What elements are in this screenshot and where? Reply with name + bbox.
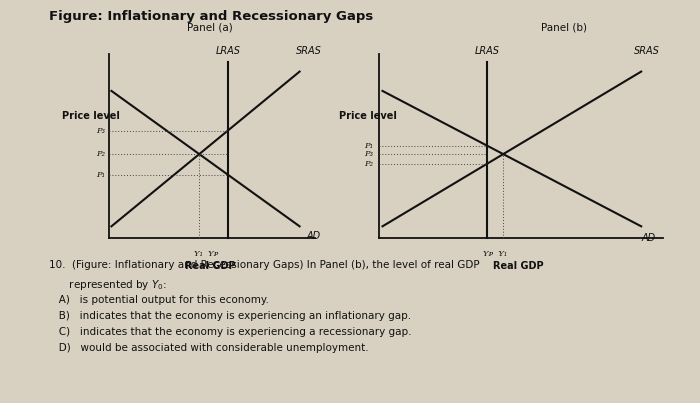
Text: C)   indicates that the economy is experiencing a recessionary gap.: C) indicates that the economy is experie… — [49, 327, 412, 337]
Text: LRAS: LRAS — [475, 46, 500, 56]
Text: Panel (b): Panel (b) — [541, 23, 587, 33]
Text: P₁: P₁ — [96, 171, 105, 179]
Text: Price level: Price level — [62, 111, 120, 121]
Text: Real GDP: Real GDP — [493, 261, 543, 271]
Text: LRAS: LRAS — [216, 46, 240, 56]
Text: SRAS: SRAS — [634, 46, 660, 56]
Text: P₂: P₂ — [364, 160, 373, 168]
Text: Figure: Inflationary and Recessionary Gaps: Figure: Inflationary and Recessionary Ga… — [49, 10, 373, 23]
Text: P₂: P₂ — [96, 150, 105, 158]
Text: B)   indicates that the economy is experiencing an inflationary gap.: B) indicates that the economy is experie… — [49, 311, 411, 321]
Text: Yᴘ  Y₁: Yᴘ Y₁ — [483, 249, 507, 258]
Text: SRAS: SRAS — [295, 46, 321, 56]
Text: AD: AD — [307, 231, 321, 241]
Text: 10.  (Figure: Inflationary and Recessionary Gaps) In Panel (b), the level of rea: 10. (Figure: Inflationary and Recessiona… — [49, 260, 480, 270]
Text: Panel (a): Panel (a) — [187, 23, 233, 33]
Text: P₁: P₁ — [364, 142, 373, 150]
Text: D)   would be associated with considerable unemployment.: D) would be associated with considerable… — [49, 343, 369, 353]
Text: AD: AD — [641, 233, 655, 243]
Text: Y₁  Yᴘ: Y₁ Yᴘ — [194, 249, 218, 258]
Text: Price level: Price level — [340, 111, 397, 121]
Text: P₃: P₃ — [96, 127, 105, 135]
Text: represented by $\it{Y_0}$:: represented by $\it{Y_0}$: — [49, 278, 167, 292]
Text: Real GDP: Real GDP — [185, 261, 235, 271]
Text: A)   is potential output for this economy.: A) is potential output for this economy. — [49, 295, 269, 305]
Text: P₃: P₃ — [364, 150, 373, 158]
